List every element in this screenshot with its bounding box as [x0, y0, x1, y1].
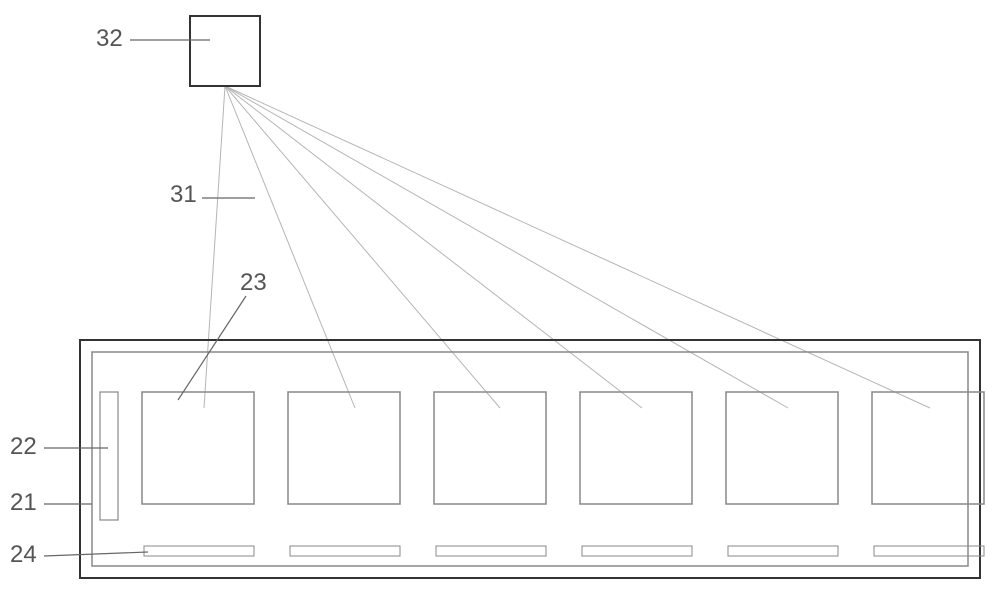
label-32: 32 — [96, 25, 123, 52]
label-23: 23 — [240, 269, 267, 296]
label-22: 22 — [10, 433, 37, 460]
label-24: 24 — [10, 541, 37, 568]
label-21: 21 — [10, 489, 37, 516]
diagram-background — [0, 0, 1000, 604]
label-31: 31 — [170, 181, 197, 208]
